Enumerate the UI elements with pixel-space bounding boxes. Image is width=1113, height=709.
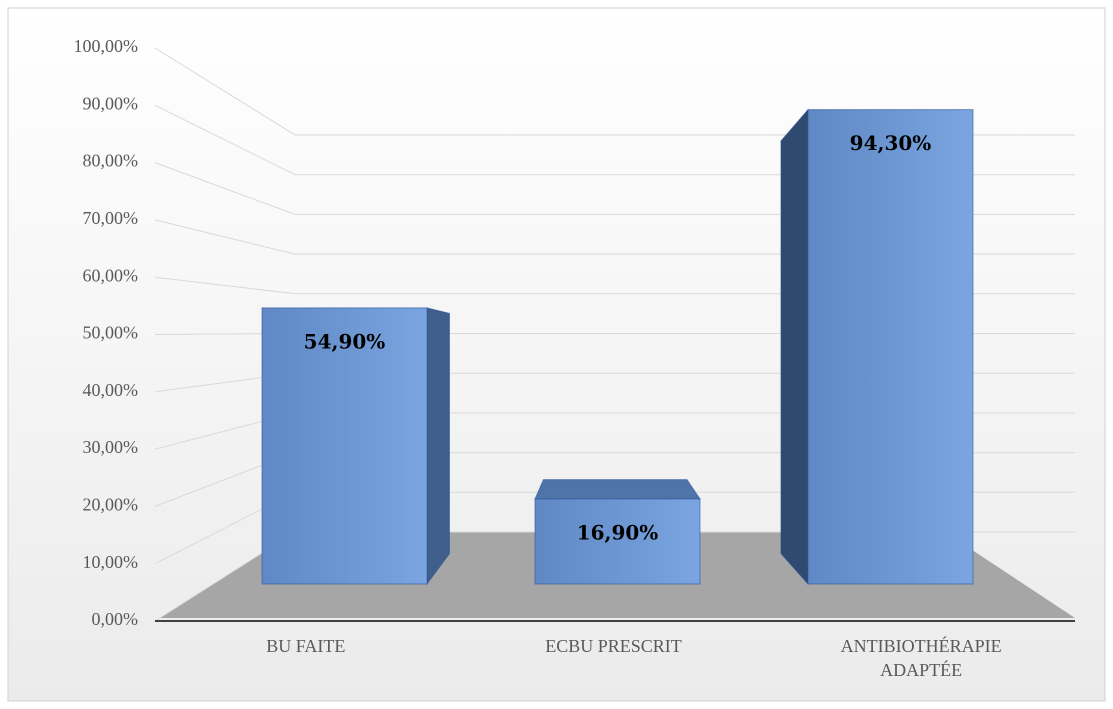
y-tick-label: 30,00% bbox=[83, 437, 139, 457]
data-label: 54,90% bbox=[304, 329, 386, 353]
bar-side bbox=[780, 108, 809, 586]
y-tick-label: 90,00% bbox=[83, 93, 139, 113]
x-tick-label: BU FAITE bbox=[266, 636, 346, 656]
bar bbox=[780, 108, 974, 586]
bar-front bbox=[261, 307, 428, 585]
y-tick-label: 50,00% bbox=[83, 323, 139, 343]
bar bbox=[261, 307, 450, 586]
y-tick-label: 20,00% bbox=[83, 495, 139, 515]
y-tick-label: 70,00% bbox=[83, 208, 139, 228]
y-tick-label: 40,00% bbox=[83, 380, 139, 400]
y-tick-label: 0,00% bbox=[92, 609, 139, 629]
grid-line bbox=[154, 47, 296, 136]
bar-front bbox=[534, 498, 701, 585]
grid-line bbox=[154, 219, 296, 255]
x-tick-label: ANTIBIOTHÉRAPIE ADAPTÉE bbox=[840, 636, 1002, 680]
grid-line bbox=[154, 104, 296, 176]
bar-side bbox=[426, 307, 450, 586]
data-label: 94,30% bbox=[850, 131, 932, 155]
grid-line bbox=[154, 276, 296, 295]
y-tick-label: 80,00% bbox=[83, 151, 139, 171]
bar-top bbox=[534, 479, 701, 500]
y-tick-label: 10,00% bbox=[83, 552, 139, 572]
data-label: 16,90% bbox=[577, 520, 659, 544]
y-tick-label: 60,00% bbox=[83, 265, 139, 285]
x-tick-label: ECBU PRESCRIT bbox=[545, 636, 682, 656]
bar bbox=[534, 479, 701, 585]
y-tick-label: 100,00% bbox=[74, 36, 139, 56]
bar-front bbox=[807, 109, 974, 585]
grid-line bbox=[154, 162, 296, 215]
